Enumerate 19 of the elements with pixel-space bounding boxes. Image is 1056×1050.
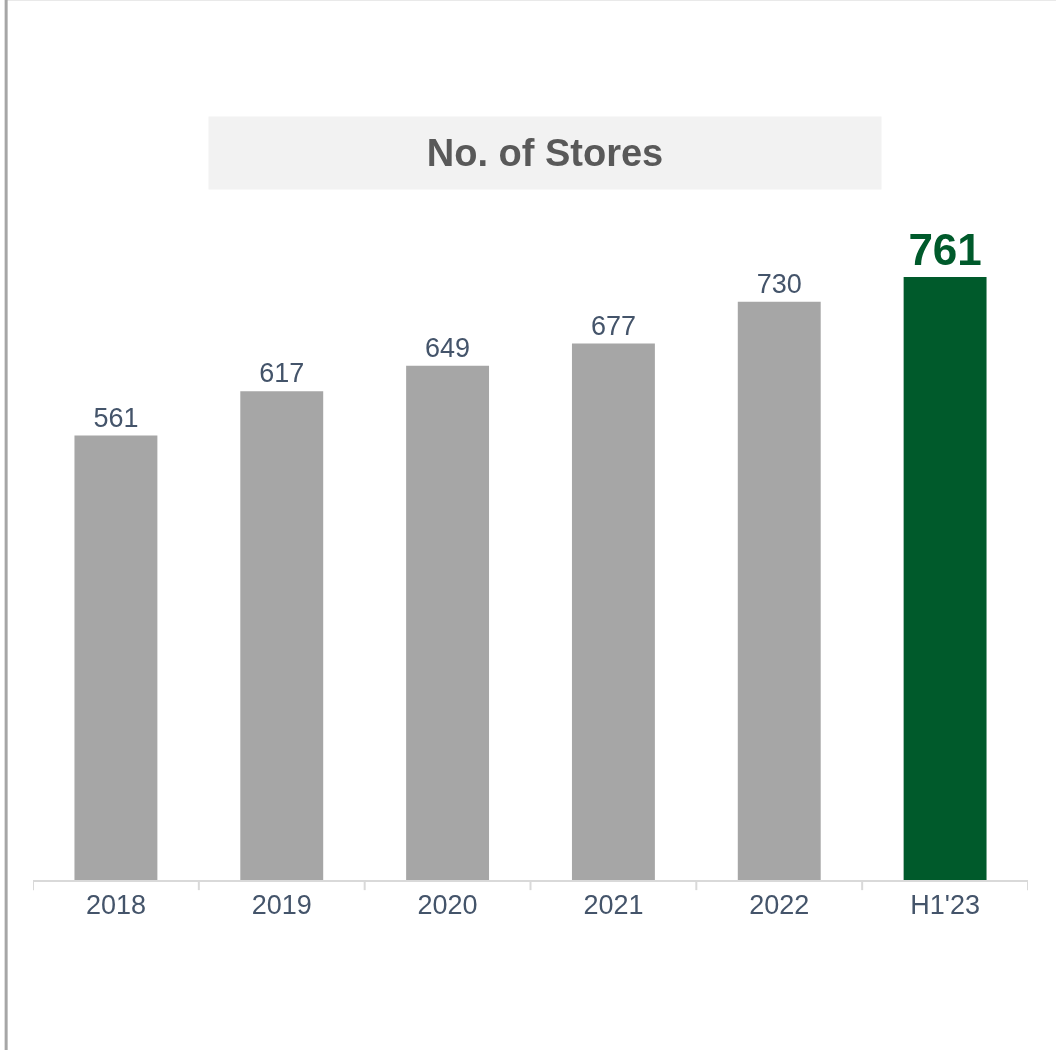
x-tick-label: H1'23 bbox=[910, 890, 980, 921]
bar bbox=[240, 391, 324, 880]
chart-title: No. of Stores bbox=[426, 132, 664, 174]
data-label: 561 bbox=[93, 402, 139, 433]
x-tick-label: 2022 bbox=[749, 890, 810, 921]
data-label: 617 bbox=[259, 358, 305, 389]
data-label: 761 bbox=[908, 225, 982, 275]
bar bbox=[74, 435, 158, 880]
bar bbox=[903, 277, 987, 880]
x-tick-label: 2019 bbox=[251, 890, 312, 921]
data-label: 649 bbox=[425, 332, 471, 363]
x-tick-label: 2020 bbox=[417, 890, 478, 921]
data-label: 677 bbox=[590, 310, 636, 341]
bar bbox=[737, 301, 821, 880]
x-tick-label: 2018 bbox=[85, 890, 146, 921]
data-label: 730 bbox=[756, 268, 802, 299]
x-tick-label: 2021 bbox=[583, 890, 644, 921]
bar bbox=[571, 343, 655, 880]
bar bbox=[406, 365, 490, 880]
